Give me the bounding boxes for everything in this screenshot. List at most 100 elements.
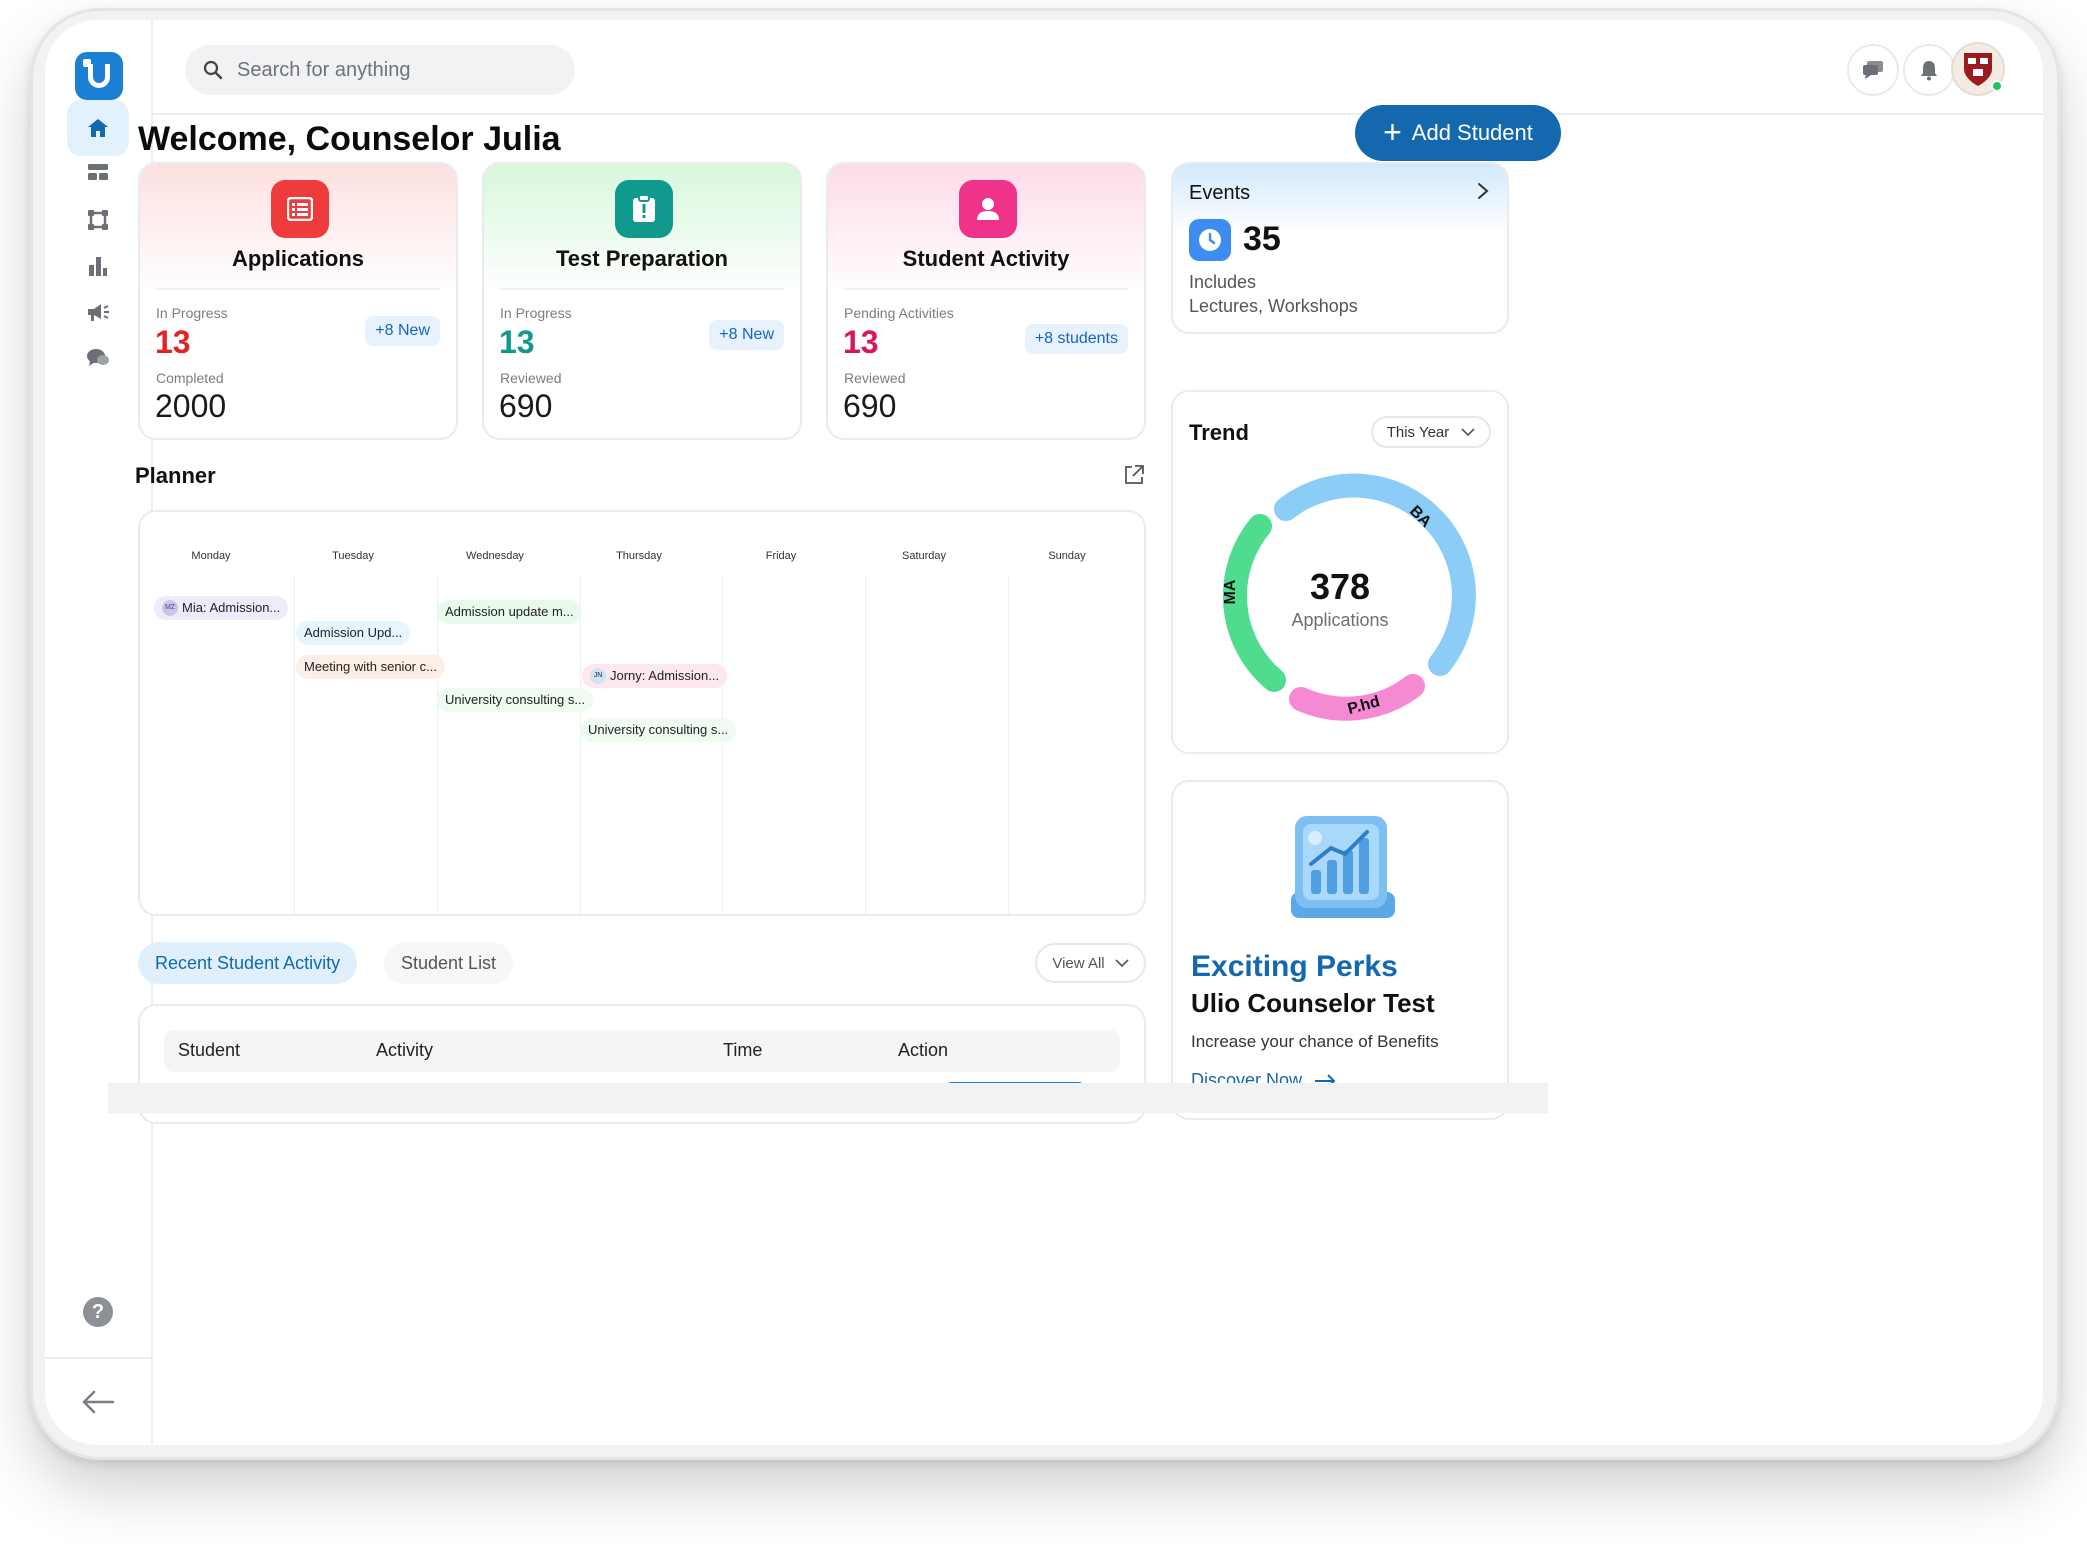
perks-title: Exciting Perks — [1191, 950, 1398, 983]
events-includes-label: Includes — [1189, 272, 1257, 292]
user-icon — [959, 180, 1017, 238]
event-label: University consulting s... — [445, 692, 586, 707]
chat-icon — [87, 349, 109, 366]
card-value: 13 — [843, 324, 879, 360]
trend-card: Trend This Year BA P.hd MA 378 Applicati… — [1171, 390, 1509, 754]
nav-home[interactable] — [67, 100, 129, 156]
donut-segment-ba — [1274, 473, 1476, 676]
sidebar: ? — [45, 20, 153, 1445]
applications-card[interactable]: Applications In Progress 13 +8 New Compl… — [138, 162, 458, 440]
event-label: Jorny: Admission... — [610, 668, 720, 683]
chevron-right-icon[interactable] — [1477, 182, 1489, 200]
event-label: Admission Upd... — [304, 625, 403, 640]
trend-total: 378 — [1309, 566, 1371, 607]
crest-icon — [1964, 53, 1992, 86]
nav-messages[interactable] — [67, 330, 129, 386]
tab-recent-student-activity[interactable]: Recent Student Activity — [138, 942, 358, 984]
planner-event[interactable]: University consulting s... — [437, 688, 594, 712]
day-header: Thursday — [616, 550, 662, 562]
day-header: Monday — [191, 550, 231, 562]
search-icon — [203, 60, 223, 80]
messages-button[interactable] — [1847, 44, 1899, 96]
column-header: Time — [723, 1040, 763, 1060]
search-input[interactable] — [237, 58, 537, 82]
tab-student-list[interactable]: Student List — [384, 942, 514, 984]
user-avatar[interactable] — [1951, 42, 2005, 96]
card-label: In Progress — [156, 305, 228, 321]
arrow-left-icon — [82, 1390, 115, 1414]
period-label: This Year — [1386, 423, 1450, 441]
nav-analytics[interactable] — [67, 238, 129, 294]
nav-announcements[interactable] — [67, 284, 129, 340]
attendee-avatar: MZ — [162, 600, 178, 616]
column-header: Action — [898, 1040, 949, 1060]
plus-icon: + — [1383, 113, 1402, 150]
nav-dashboard[interactable] — [67, 144, 129, 200]
events-types: Lectures, Workshops — [1189, 296, 1358, 316]
day-header: Wednesday — [466, 550, 524, 562]
growth-chart-illustration — [1291, 816, 1395, 918]
card-value: 13 — [155, 324, 191, 360]
new-badge: +8 New — [365, 316, 440, 346]
notifications-button[interactable] — [1903, 44, 1955, 96]
day-header: Friday — [765, 550, 797, 562]
card-value: 13 — [499, 324, 535, 360]
frame-icon — [88, 210, 108, 230]
add-student-label: Add Student — [1411, 120, 1533, 145]
trend-title: Trend — [1189, 420, 1249, 445]
planner-event[interactable]: Admission update m... — [437, 600, 582, 624]
search-bar[interactable] — [185, 45, 575, 95]
event-label: Admission update m... — [445, 604, 574, 619]
planner-event[interactable]: Meeting with senior c... — [296, 655, 445, 679]
bell-icon — [1921, 61, 1937, 81]
events-includes: Includes Lectures, Workshops — [1189, 270, 1358, 318]
test-preparation-card[interactable]: Test Preparation In Progress 13 +8 New R… — [482, 162, 802, 440]
student-activity-card[interactable]: Student Activity Pending Activities 13 +… — [826, 162, 1146, 440]
view-all-dropdown[interactable]: View All — [1035, 943, 1146, 983]
topbar — [153, 20, 2043, 115]
chevron-down-icon — [1115, 959, 1129, 967]
new-badge: +8 New — [709, 320, 784, 350]
attendee-avatar: JN — [590, 668, 606, 684]
clock-icon — [1189, 219, 1231, 261]
day-header: Tuesday — [332, 550, 374, 562]
card-label: Reviewed — [500, 370, 562, 386]
perks-card: Exciting Perks Ulio Counselor Test Incre… — [1171, 780, 1509, 1120]
events-card[interactable]: Events 35 Includes Lectures, Workshops — [1171, 162, 1509, 334]
nav-board[interactable] — [67, 192, 129, 248]
planner-event[interactable]: MZ Mia: Admission... — [154, 596, 289, 620]
planner-event[interactable]: Admission Upd... — [296, 621, 411, 645]
chevron-down-icon — [1461, 428, 1475, 436]
online-status-dot — [1991, 80, 2003, 92]
card-value: 2000 — [155, 388, 227, 424]
day-header: Sunday — [1048, 550, 1086, 562]
add-student-button[interactable]: + Add Student — [1355, 105, 1561, 161]
list-icon — [271, 180, 329, 238]
external-link-icon[interactable] — [1123, 464, 1145, 486]
event-label: Meeting with senior c... — [304, 659, 437, 674]
perks-subtitle: Ulio Counselor Test — [1191, 988, 1435, 1018]
app-logo[interactable] — [75, 52, 123, 100]
perks-description: Increase your chance of Benefits — [1191, 1032, 1439, 1051]
period-select[interactable]: This Year — [1371, 416, 1491, 448]
trend-total-label: Applications — [1291, 610, 1389, 630]
planner-title: Planner — [135, 463, 216, 488]
events-title: Events — [1189, 182, 1251, 204]
event-label: University consulting s... — [588, 722, 729, 737]
column-header: Activity — [376, 1040, 434, 1060]
help-icon[interactable]: ? — [83, 1297, 113, 1327]
collapse-sidebar-button[interactable] — [81, 1390, 115, 1419]
planner-calendar: Monday Tuesday Wednesday Thursday Friday… — [138, 510, 1146, 916]
card-label: Pending Activities — [844, 305, 954, 321]
sidebar-divider — [45, 1357, 153, 1359]
card-title: Applications — [231, 246, 364, 271]
planner-event[interactable]: JN Jorny: Admission... — [582, 664, 728, 688]
column-header: Student — [178, 1040, 241, 1060]
card-value: 690 — [499, 388, 553, 424]
students-badge: +8 students — [1024, 324, 1128, 354]
bar-chart-icon — [89, 257, 107, 276]
events-count: 35 — [1243, 220, 1281, 258]
donut-segment-ma — [1222, 514, 1286, 692]
home-icon — [88, 119, 108, 137]
planner-event[interactable]: University consulting s... — [580, 718, 737, 742]
